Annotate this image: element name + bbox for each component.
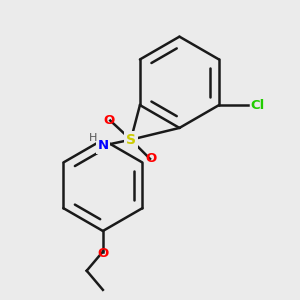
Text: O: O — [146, 152, 157, 165]
Text: O: O — [103, 114, 114, 127]
Text: O: O — [97, 247, 109, 260]
Text: S: S — [126, 133, 136, 147]
Text: N: N — [97, 139, 109, 152]
Text: H: H — [88, 133, 97, 143]
Text: Cl: Cl — [250, 99, 264, 112]
